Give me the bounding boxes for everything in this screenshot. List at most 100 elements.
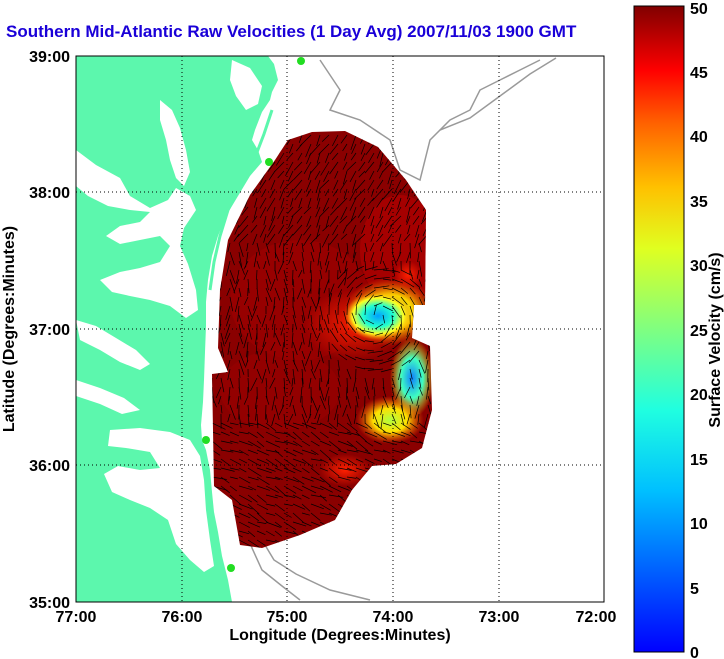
velocity-arrow bbox=[310, 467, 320, 476]
velocity-arrow bbox=[377, 350, 393, 358]
velocity-arrow bbox=[407, 188, 411, 200]
velocity-arrow bbox=[238, 359, 245, 376]
velocity-arrow bbox=[272, 350, 276, 364]
velocity-arrow bbox=[340, 321, 348, 334]
velocity-arrow bbox=[391, 449, 404, 454]
velocity-arrow bbox=[226, 287, 231, 297]
velocity-arrow bbox=[247, 503, 260, 515]
velocity-arrow bbox=[319, 386, 325, 401]
velocity-arrow bbox=[361, 404, 366, 418]
chesapeake-bay bbox=[76, 150, 198, 318]
velocity-arrow bbox=[337, 368, 340, 378]
velocity-arrow bbox=[246, 341, 249, 358]
velocity-arrow bbox=[337, 458, 352, 466]
velocity-arrow bbox=[376, 233, 384, 243]
velocity-arrow bbox=[319, 377, 321, 391]
velocity-arrow bbox=[278, 404, 285, 416]
velocity-arrow bbox=[403, 233, 411, 242]
velocity-arrow bbox=[329, 143, 339, 155]
velocity-arrow bbox=[329, 329, 339, 343]
velocity-arrow bbox=[328, 395, 330, 406]
colorbar bbox=[633, 5, 685, 653]
velocity-arrow bbox=[355, 422, 368, 429]
velocity-arrow bbox=[416, 395, 420, 406]
colorbar-tick-label: 50 bbox=[690, 1, 708, 18]
velocity-arrow bbox=[301, 440, 311, 447]
velocity-arrow bbox=[310, 341, 313, 351]
velocity-arrow bbox=[350, 134, 357, 151]
velocity-arrow bbox=[292, 260, 297, 272]
velocity-arrow bbox=[306, 215, 312, 228]
velocity-arrow bbox=[316, 197, 321, 209]
velocity-arrow bbox=[347, 345, 357, 352]
velocity-arrow bbox=[319, 458, 329, 464]
velocity-arrow bbox=[277, 206, 285, 220]
velocity-arrow bbox=[310, 296, 317, 309]
velocity-arrow bbox=[292, 368, 296, 385]
velocity-arrow bbox=[283, 431, 297, 440]
velocity-arrow bbox=[310, 422, 322, 426]
velocity-arrow bbox=[353, 335, 366, 343]
velocity-arrow bbox=[271, 413, 276, 427]
velocity-arrow bbox=[391, 431, 406, 437]
velocity-arrow bbox=[265, 494, 278, 499]
velocity-arrow bbox=[391, 395, 396, 411]
velocity-arrow bbox=[364, 260, 367, 272]
velocity-arrow bbox=[369, 242, 375, 251]
velocity-arrow bbox=[227, 395, 231, 405]
velocity-arrow bbox=[395, 206, 402, 216]
velocity-arrow bbox=[373, 268, 389, 271]
velocity-arrow bbox=[373, 413, 380, 428]
bathymetry-contour bbox=[439, 57, 557, 131]
velocity-arrow bbox=[283, 386, 286, 397]
velocity-arrow bbox=[310, 503, 325, 510]
velocity-arrow bbox=[265, 386, 268, 400]
colorbar-tick-label: 15 bbox=[690, 452, 708, 469]
velocity-arrow bbox=[247, 458, 261, 467]
velocity-arrow bbox=[224, 332, 231, 345]
velocity-arrow bbox=[309, 161, 321, 174]
velocity-arrow bbox=[238, 251, 243, 268]
velocity-arrow bbox=[342, 170, 348, 185]
velocity-arrow bbox=[303, 161, 312, 174]
velocity-arrow bbox=[282, 242, 285, 256]
velocity-arrow bbox=[337, 292, 342, 307]
velocity-arrow bbox=[274, 449, 283, 458]
velocity-arrow bbox=[247, 431, 258, 439]
velocity-arrow bbox=[359, 215, 366, 223]
y-tick-label: 37:00 bbox=[29, 322, 70, 339]
velocity-arrow bbox=[371, 377, 375, 390]
velocity-arrow bbox=[274, 332, 281, 347]
velocity-arrow bbox=[238, 476, 251, 484]
velocity-arrow bbox=[346, 377, 348, 394]
velocity-arrow bbox=[367, 350, 384, 354]
velocity-arrow bbox=[279, 188, 285, 201]
velocity-arrow bbox=[380, 404, 384, 415]
velocity-arrow bbox=[272, 368, 276, 378]
velocity-arrow bbox=[270, 179, 276, 191]
velocity-arrow bbox=[427, 377, 430, 391]
map-title: Southern Mid-Atlantic Raw Velocities (1 … bbox=[6, 22, 577, 41]
velocity-arrow bbox=[274, 269, 278, 281]
velocity-arrow bbox=[355, 366, 366, 370]
velocity-arrow bbox=[409, 269, 414, 280]
velocity-arrow bbox=[400, 341, 411, 355]
velocity-arrow bbox=[346, 161, 357, 171]
velocity-arrow bbox=[395, 323, 402, 339]
velocity-arrow bbox=[337, 268, 349, 280]
velocity-arrow bbox=[382, 431, 391, 434]
velocity-arrow bbox=[346, 269, 359, 280]
velocity-arrow bbox=[265, 278, 269, 291]
velocity-arrow bbox=[393, 179, 402, 194]
velocity-arrow bbox=[339, 344, 348, 352]
velocity-arrow bbox=[306, 188, 312, 197]
velocity-arrow bbox=[318, 143, 330, 155]
velocity-arrow bbox=[346, 431, 360, 436]
velocity-arrow bbox=[283, 476, 300, 483]
velocity-arrow bbox=[229, 485, 238, 492]
velocity-arrow bbox=[346, 440, 358, 450]
velocity-arrow bbox=[324, 188, 330, 197]
velocity-arrow bbox=[292, 449, 304, 455]
velocity-arrow bbox=[353, 233, 366, 246]
velocity-arrow bbox=[282, 350, 285, 360]
